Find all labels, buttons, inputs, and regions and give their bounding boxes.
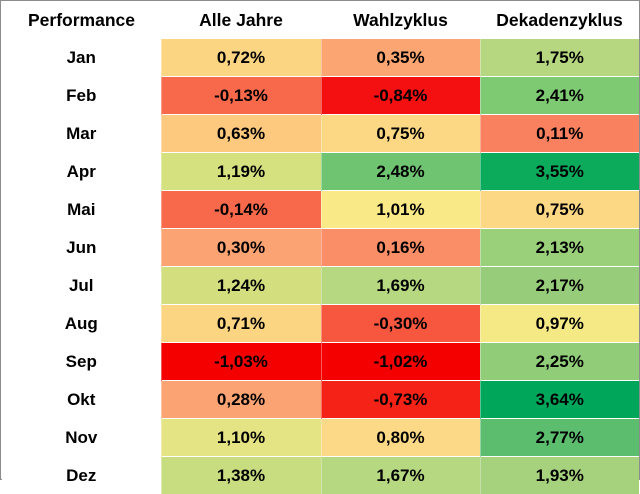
header-row: Performance Alle Jahre Wahlzyklus Dekade… xyxy=(2,2,639,39)
value-cell-alle-jahre: -1,03% xyxy=(161,343,321,381)
value-cell-dekadenzyklus: 0,75% xyxy=(480,191,639,229)
value-cell-wahlzyklus: -0,30% xyxy=(321,305,480,343)
value-cell-dekadenzyklus: 1,93% xyxy=(480,457,639,494)
column-header-dekadenzyklus: Dekadenzyklus xyxy=(480,2,639,39)
value-cell-wahlzyklus: -0,84% xyxy=(321,77,480,115)
value-cell-wahlzyklus: 0,80% xyxy=(321,419,480,457)
value-cell-wahlzyklus: -0,73% xyxy=(321,381,480,419)
value-cell-wahlzyklus: 0,35% xyxy=(321,39,480,77)
value-cell-dekadenzyklus: 2,25% xyxy=(480,343,639,381)
month-label: Apr xyxy=(2,153,161,191)
month-label: Jun xyxy=(2,229,161,267)
value-cell-wahlzyklus: -1,02% xyxy=(321,343,480,381)
value-cell-dekadenzyklus: 2,77% xyxy=(480,419,639,457)
heatmap-table-frame: Performance Alle Jahre Wahlzyklus Dekade… xyxy=(0,0,640,480)
table-row: Mai-0,14%1,01%0,75% xyxy=(2,191,639,229)
value-cell-wahlzyklus: 0,75% xyxy=(321,115,480,153)
value-cell-dekadenzyklus: 2,13% xyxy=(480,229,639,267)
month-label: Okt xyxy=(2,381,161,419)
value-cell-wahlzyklus: 2,48% xyxy=(321,153,480,191)
value-cell-alle-jahre: 0,30% xyxy=(161,229,321,267)
month-label: Aug xyxy=(2,305,161,343)
month-label: Jan xyxy=(2,39,161,77)
month-label: Dez xyxy=(2,457,161,494)
value-cell-dekadenzyklus: 3,64% xyxy=(480,381,639,419)
value-cell-alle-jahre: 0,63% xyxy=(161,115,321,153)
month-label: Feb xyxy=(2,77,161,115)
value-cell-alle-jahre: 0,71% xyxy=(161,305,321,343)
value-cell-dekadenzyklus: 2,41% xyxy=(480,77,639,115)
month-label: Mai xyxy=(2,191,161,229)
value-cell-dekadenzyklus: 2,17% xyxy=(480,267,639,305)
month-label: Sep xyxy=(2,343,161,381)
value-cell-alle-jahre: -0,13% xyxy=(161,77,321,115)
value-cell-dekadenzyklus: 1,75% xyxy=(480,39,639,77)
month-label: Mar xyxy=(2,115,161,153)
month-label: Nov xyxy=(2,419,161,457)
value-cell-dekadenzyklus: 0,97% xyxy=(480,305,639,343)
value-cell-wahlzyklus: 1,01% xyxy=(321,191,480,229)
value-cell-alle-jahre: -0,14% xyxy=(161,191,321,229)
column-header-alle-jahre: Alle Jahre xyxy=(161,2,321,39)
value-cell-alle-jahre: 1,24% xyxy=(161,267,321,305)
corner-label: Performance xyxy=(2,2,161,39)
table-row: Sep-1,03%-1,02%2,25% xyxy=(2,343,639,381)
value-cell-alle-jahre: 1,10% xyxy=(161,419,321,457)
value-cell-dekadenzyklus: 0,11% xyxy=(480,115,639,153)
table-row: Feb-0,13%-0,84%2,41% xyxy=(2,77,639,115)
value-cell-alle-jahre: 1,38% xyxy=(161,457,321,494)
value-cell-wahlzyklus: 1,69% xyxy=(321,267,480,305)
value-cell-alle-jahre: 0,72% xyxy=(161,39,321,77)
value-cell-dekadenzyklus: 3,55% xyxy=(480,153,639,191)
month-label: Jul xyxy=(2,267,161,305)
value-cell-alle-jahre: 0,28% xyxy=(161,381,321,419)
value-cell-wahlzyklus: 1,67% xyxy=(321,457,480,494)
value-cell-wahlzyklus: 0,16% xyxy=(321,229,480,267)
column-header-wahlzyklus: Wahlzyklus xyxy=(321,2,480,39)
value-cell-alle-jahre: 1,19% xyxy=(161,153,321,191)
